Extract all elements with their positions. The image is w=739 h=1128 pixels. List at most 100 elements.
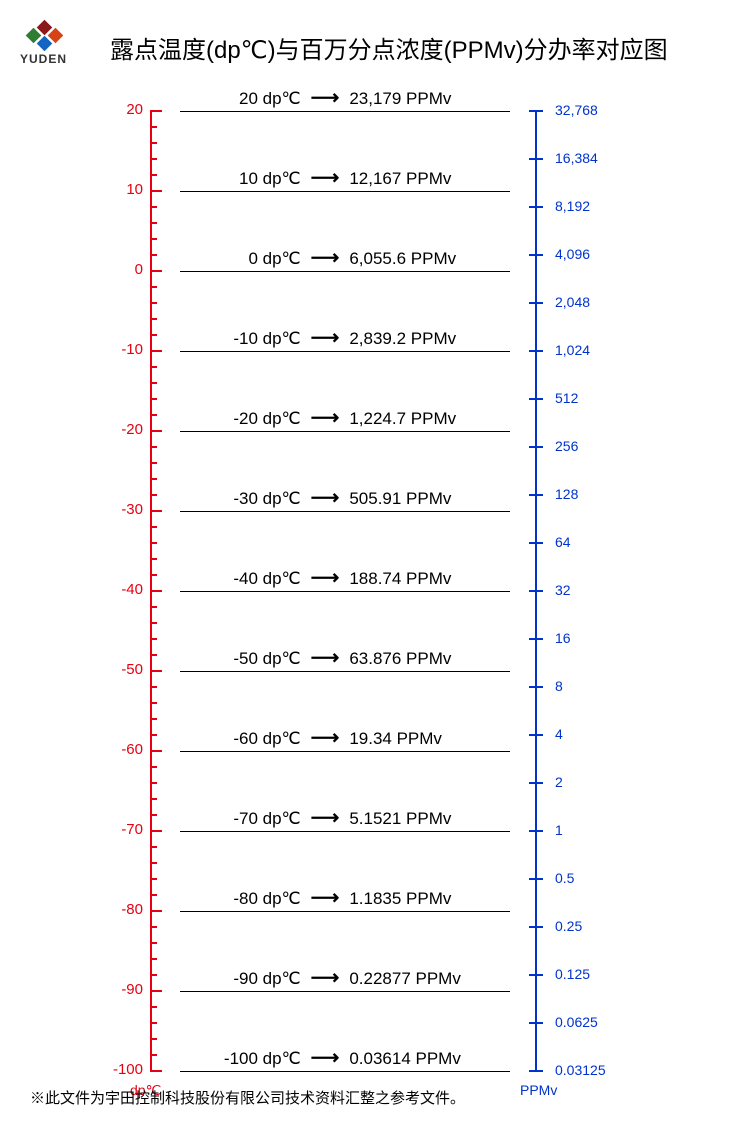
- conversion-ppm-value: 188.74 PPMv: [349, 569, 489, 589]
- header: YUDEN: [20, 20, 67, 66]
- left-axis-minor-tick: [150, 798, 157, 800]
- left-axis-label: -70: [103, 821, 143, 838]
- left-axis-major-tick: [150, 350, 162, 352]
- left-axis-major-tick: [150, 190, 162, 192]
- chart-area: dp℃ PPMv 20100-10-20-30-40-50-60-70-80-9…: [0, 80, 739, 1080]
- conversion-ppm-value: 5.1521 PPMv: [349, 809, 489, 829]
- conversion-row: -40 dp℃⟶188.74 PPMv: [180, 568, 510, 592]
- left-axis-minor-tick: [150, 334, 157, 336]
- left-axis-label: 20: [103, 101, 143, 118]
- conversion-row: -30 dp℃⟶505.91 PPMv: [180, 488, 510, 512]
- left-axis-minor-tick: [150, 366, 157, 368]
- right-axis-tick: [529, 734, 543, 736]
- conversion-ppm-value: 2,839.2 PPMv: [349, 329, 489, 349]
- right-axis-label: 0.03125: [555, 1062, 606, 1078]
- right-axis-tick: [529, 302, 543, 304]
- left-axis-major-tick: [150, 830, 162, 832]
- left-axis-major-tick: [150, 510, 162, 512]
- left-axis-minor-tick: [150, 142, 157, 144]
- left-axis-minor-tick: [150, 206, 157, 208]
- arrow-icon: ⟶: [311, 648, 340, 668]
- left-axis-minor-tick: [150, 766, 157, 768]
- right-axis-label: 16,384: [555, 150, 598, 166]
- right-axis-label: 32,768: [555, 102, 598, 118]
- page-title: 露点温度(dp℃)与百万分点浓度(PPMv)分办率对应图: [110, 30, 668, 65]
- left-axis-minor-tick: [150, 718, 157, 720]
- right-axis-label: 0.0625: [555, 1014, 598, 1030]
- left-axis-label: 0: [103, 261, 143, 278]
- conversion-ppm-value: 6,055.6 PPMv: [349, 249, 489, 269]
- left-axis-minor-tick: [150, 558, 157, 560]
- left-axis-minor-tick: [150, 862, 157, 864]
- arrow-icon: ⟶: [311, 1048, 340, 1068]
- left-axis-minor-tick: [150, 286, 157, 288]
- left-axis-major-tick: [150, 590, 162, 592]
- left-axis-minor-tick: [150, 974, 157, 976]
- left-axis-minor-tick: [150, 494, 157, 496]
- arrow-icon: ⟶: [311, 888, 340, 908]
- right-axis-label: 0.25: [555, 918, 582, 934]
- left-axis-label: -100: [103, 1061, 143, 1078]
- conversion-ppm-value: 0.03614 PPMv: [349, 1049, 489, 1069]
- conversion-dp-value: -30 dp℃: [201, 489, 301, 509]
- left-axis-minor-tick: [150, 526, 157, 528]
- left-axis-minor-tick: [150, 414, 157, 416]
- left-axis-minor-tick: [150, 574, 157, 576]
- right-axis-tick: [529, 254, 543, 256]
- right-axis-tick: [529, 398, 543, 400]
- conversion-ppm-value: 1.1835 PPMv: [349, 889, 489, 909]
- conversion-row: -50 dp℃⟶63.876 PPMv: [180, 648, 510, 672]
- conversion-dp-value: -90 dp℃: [201, 969, 301, 989]
- conversion-dp-value: -70 dp℃: [201, 809, 301, 829]
- arrow-icon: ⟶: [311, 488, 340, 508]
- left-axis-minor-tick: [150, 894, 157, 896]
- arrow-icon: ⟶: [311, 328, 340, 348]
- arrow-icon: ⟶: [311, 568, 340, 588]
- left-axis-minor-tick: [150, 654, 157, 656]
- right-axis-tick: [529, 974, 543, 976]
- right-axis-tick: [529, 830, 543, 832]
- left-axis-major-tick: [150, 430, 162, 432]
- right-axis-tick: [529, 110, 543, 112]
- left-axis-label: -80: [103, 901, 143, 918]
- conversion-row: -10 dp℃⟶2,839.2 PPMv: [180, 328, 510, 352]
- left-axis-minor-tick: [150, 606, 157, 608]
- conversion-dp-value: -60 dp℃: [201, 729, 301, 749]
- right-axis-label: 2,048: [555, 294, 590, 310]
- right-axis-label: 0.125: [555, 966, 590, 982]
- left-axis-minor-tick: [150, 958, 157, 960]
- right-axis-label: 0.5: [555, 870, 574, 886]
- right-axis-label: 256: [555, 438, 578, 454]
- conversion-row: -20 dp℃⟶1,224.7 PPMv: [180, 408, 510, 432]
- right-axis-tick: [529, 446, 543, 448]
- arrow-icon: ⟶: [311, 408, 340, 428]
- conversion-dp-value: 20 dp℃: [201, 89, 301, 109]
- conversion-ppm-value: 19.34 PPMv: [349, 729, 489, 749]
- left-axis-label: -90: [103, 981, 143, 998]
- arrow-icon: ⟶: [311, 808, 340, 828]
- left-axis-minor-tick: [150, 254, 157, 256]
- conversion-ppm-value: 1,224.7 PPMv: [349, 409, 489, 429]
- conversion-ppm-value: 23,179 PPMv: [349, 89, 489, 109]
- left-axis-minor-tick: [150, 478, 157, 480]
- right-axis-tick: [529, 542, 543, 544]
- left-axis-minor-tick: [150, 542, 157, 544]
- conversion-dp-value: -50 dp℃: [201, 649, 301, 669]
- left-axis-minor-tick: [150, 878, 157, 880]
- left-axis-minor-tick: [150, 174, 157, 176]
- right-axis-label: 16: [555, 630, 571, 646]
- right-axis-tick: [529, 206, 543, 208]
- right-axis-label: 8: [555, 678, 563, 694]
- left-axis-minor-tick: [150, 622, 157, 624]
- left-axis-minor-tick: [150, 446, 157, 448]
- right-axis-label: 1: [555, 822, 563, 838]
- conversion-row: 20 dp℃⟶23,179 PPMv: [180, 88, 510, 112]
- left-axis-label: -50: [103, 661, 143, 678]
- right-axis-tick: [529, 350, 543, 352]
- right-axis-label: 32: [555, 582, 571, 598]
- left-axis-label: 10: [103, 181, 143, 198]
- left-axis-minor-tick: [150, 398, 157, 400]
- left-axis-minor-tick: [150, 382, 157, 384]
- right-axis-tick: [529, 878, 543, 880]
- logo-brand-text: YUDEN: [20, 52, 67, 66]
